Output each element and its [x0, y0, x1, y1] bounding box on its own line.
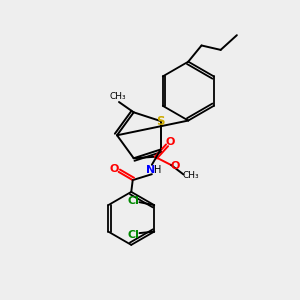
- Text: O: O: [110, 164, 119, 174]
- Text: Cl: Cl: [127, 230, 139, 240]
- Text: O: O: [166, 137, 175, 147]
- Text: S: S: [156, 115, 165, 128]
- Text: Cl: Cl: [127, 196, 139, 206]
- Text: N: N: [146, 165, 155, 175]
- Text: CH₃: CH₃: [182, 171, 199, 180]
- Text: O: O: [170, 161, 180, 171]
- Text: H: H: [154, 165, 161, 175]
- Text: CH₃: CH₃: [109, 92, 126, 101]
